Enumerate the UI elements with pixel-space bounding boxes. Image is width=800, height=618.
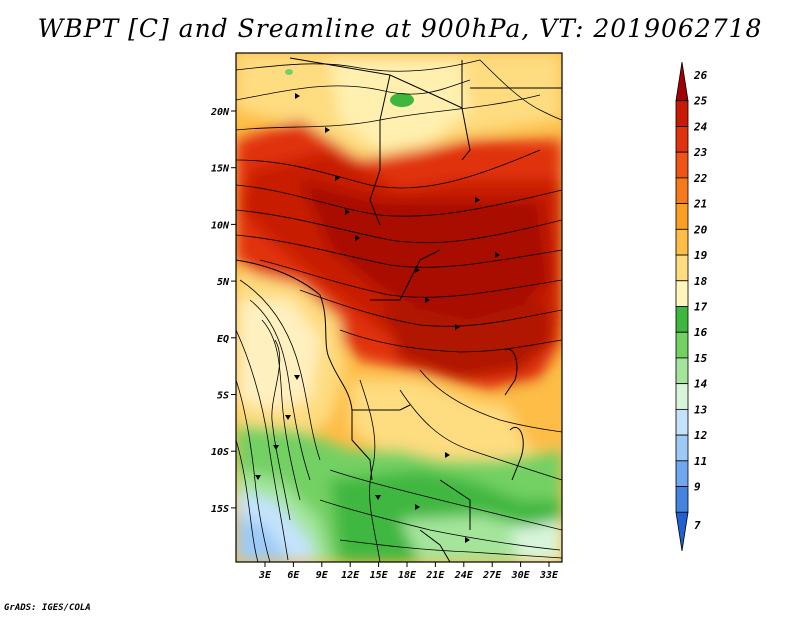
lon-label: 6E [287,570,300,581]
colorbar-label: 18 [694,275,708,288]
colorbar-label: 16 [694,326,708,339]
colorbar-swatch [675,306,689,333]
colorbar-label: 13 [694,403,708,416]
lon-label: 27E [482,570,502,581]
colorbar-swatch [675,357,689,385]
colorbar-label: 17 [694,301,708,314]
lon-label: 18E [398,570,417,581]
grads-credit: GrADS: IGES/COLA [4,603,91,613]
colorbar-swatch [675,203,689,230]
lon-label: 30E [511,570,531,581]
wbpt-field [236,53,562,562]
colorbar-label: 21 [693,198,707,211]
lat-label: 5S [217,391,229,402]
lat-label: 5N [217,277,230,288]
lon-label: 33E [539,570,559,581]
lat-label: 15N [211,164,230,175]
colorbar-swatch [675,151,689,179]
colorbar-label: 15 [694,352,708,365]
colorbar-label: 14 [694,378,708,391]
colorbar-swatch [675,434,689,462]
boundaries [236,57,562,562]
colorbar-label: 26 [693,69,708,82]
colorbar-label: 23 [693,146,708,159]
colorbar-label: 20 [693,223,708,236]
streamline-arrows [255,93,500,543]
lat-label: 10N [211,220,230,231]
colorbar-swatch [675,408,689,436]
lon-label: 12E [341,570,360,581]
colorbar: 26 25 24 23 22 21 20 19 18 17 16 15 14 13 12 11 9 7 [675,61,708,552]
colorbar-swatch [675,383,689,410]
colorbar-swatch [675,331,689,359]
colorbar-swatch [675,280,689,307]
colorbar-label: 25 [693,95,708,108]
map-title: WBPT [C] and Sreamline at 900hPa, VT: 20… [37,14,763,43]
colorbar-label: 9 [694,481,701,494]
lon-label: 9E [316,570,329,581]
longitude-axis: 3E 6E 9E 12E 15E 18E 21E 24E 27E 30E 33E [258,562,559,581]
colorbar-label: 22 [693,172,708,185]
lon-label: 3E [258,570,272,581]
colorbar-label: 19 [694,249,708,262]
lon-label: 21E [425,570,445,581]
lat-label: EQ [217,334,229,345]
lat-label: 15S [211,504,229,515]
lon-label: 15E [370,570,389,581]
colorbar-swatch [675,460,689,487]
colorbar-swatch [675,254,689,282]
colorbar-swatch [675,61,689,102]
colorbar-swatch [675,177,689,205]
colorbar-swatch [675,126,689,153]
lat-label: 10S [211,447,229,458]
colorbar-label: 24 [693,120,708,133]
colorbar-label: 12 [694,429,708,442]
colorbar-label: 7 [694,519,701,532]
colorbar-label: 11 [694,455,707,468]
colorbar-swatch [675,486,689,513]
streamlines [236,59,562,562]
map-frame [235,52,563,563]
latitude-axis: 20N 15N 10N 5N EQ 5S 10S 15S [210,107,236,515]
colorbar-swatch [675,511,689,552]
colorbar-swatch [675,100,689,127]
lat-label: 20N [210,107,230,118]
colorbar-swatch [675,228,689,256]
lon-label: 24E [454,570,474,581]
